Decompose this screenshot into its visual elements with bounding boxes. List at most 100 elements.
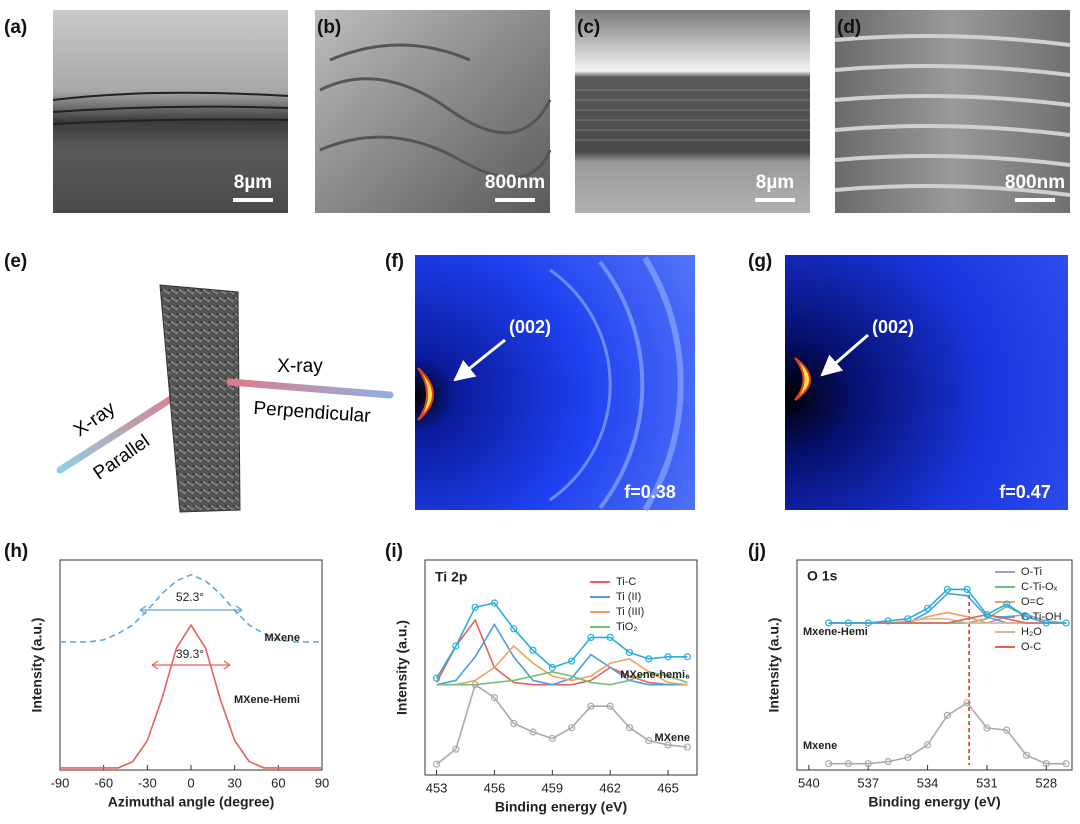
data-point bbox=[904, 615, 912, 623]
order-factor: f=0.47 bbox=[999, 482, 1051, 502]
data-point bbox=[625, 724, 634, 732]
series-label: MXene bbox=[655, 732, 690, 744]
data-point bbox=[568, 724, 576, 732]
x-tick-label: 534 bbox=[917, 775, 939, 790]
scale-bar-label: 800nm bbox=[1005, 172, 1065, 193]
diffraction-spot bbox=[794, 357, 811, 401]
order-factor: f=0.38 bbox=[624, 482, 676, 502]
series-label: Mxene-Hemi bbox=[803, 626, 868, 638]
sem-image bbox=[575, 10, 810, 213]
data-point bbox=[825, 619, 833, 627]
series-label: Mxene bbox=[803, 740, 837, 752]
x-tick-label: 90 bbox=[315, 775, 329, 790]
panel-label: (a) bbox=[4, 17, 27, 38]
scale-bar-label: 8µm bbox=[234, 172, 272, 193]
panel-label: (h) bbox=[4, 541, 28, 562]
x-axis-label: Binding energy (eV) bbox=[868, 794, 1000, 810]
data-point bbox=[452, 642, 460, 650]
data-point bbox=[452, 745, 460, 753]
x-tick-label: -60 bbox=[94, 775, 113, 790]
data-point bbox=[587, 633, 595, 642]
data-point bbox=[1042, 760, 1050, 768]
annotation: 39.3° bbox=[176, 647, 204, 661]
sem-layers bbox=[834, 34, 1071, 197]
data-point bbox=[844, 760, 853, 768]
plot-frame bbox=[796, 559, 1073, 771]
annotation: 52.3° bbox=[176, 590, 204, 604]
diffraction-spot bbox=[417, 367, 434, 421]
data-point bbox=[1022, 751, 1031, 759]
x-tick-label: 537 bbox=[857, 775, 879, 790]
sem-layers bbox=[575, 89, 810, 141]
sem-layers bbox=[52, 91, 289, 125]
legend-label: C-Ti-Oₓ bbox=[1021, 581, 1058, 593]
legend-label: Ti (II) bbox=[616, 591, 641, 603]
xray-beam bbox=[226, 378, 394, 399]
x-tick-label: 462 bbox=[599, 780, 621, 795]
data-point bbox=[983, 610, 991, 619]
data-point bbox=[432, 674, 441, 682]
legend-label: Ti (III) bbox=[616, 606, 644, 618]
data-point bbox=[1042, 619, 1050, 627]
data-point bbox=[490, 599, 499, 607]
data-point bbox=[471, 603, 479, 611]
width-arrow bbox=[151, 660, 231, 670]
diffraction-rings bbox=[549, 256, 684, 512]
data-point bbox=[664, 741, 672, 749]
data-point bbox=[884, 757, 892, 766]
legend-label: TiO₂ bbox=[616, 621, 638, 633]
series-line bbox=[436, 644, 688, 686]
scale-bar bbox=[755, 198, 795, 202]
x-tick-label: 540 bbox=[798, 775, 820, 790]
data-point bbox=[625, 648, 634, 657]
data-point bbox=[664, 653, 672, 661]
series-label: MXene-hemi₆ bbox=[620, 669, 690, 681]
data-point bbox=[432, 760, 441, 768]
beam-label: X-ray bbox=[277, 356, 323, 377]
annotation: Ti 2p bbox=[435, 569, 467, 585]
data-point bbox=[1003, 726, 1011, 734]
data-point bbox=[923, 604, 932, 612]
beam-label: Perpendicular bbox=[253, 398, 372, 427]
x-tick-label: 453 bbox=[426, 780, 448, 795]
data-point bbox=[923, 741, 932, 749]
scale-bar bbox=[233, 198, 273, 202]
panel-label: (i) bbox=[385, 541, 403, 562]
arrow bbox=[453, 338, 506, 382]
beam-label: Parallel bbox=[90, 431, 154, 485]
xray-beam bbox=[56, 386, 189, 474]
x-tick-label: 531 bbox=[976, 775, 998, 790]
data-point bbox=[606, 633, 614, 642]
x-tick-label: -90 bbox=[51, 775, 70, 790]
x-tick-label: 465 bbox=[657, 780, 679, 795]
x-tick-label: 459 bbox=[541, 780, 563, 795]
data-point bbox=[1022, 613, 1031, 621]
data-point bbox=[904, 753, 912, 762]
x-axis-label: Binding energy (eV) bbox=[495, 799, 627, 815]
data-point bbox=[510, 625, 518, 633]
data-point bbox=[1003, 600, 1011, 608]
sem-panels bbox=[52, 10, 1071, 213]
legend-label: O-C bbox=[1021, 641, 1041, 653]
series-label: MXene-Hemi bbox=[234, 694, 300, 706]
sem-image bbox=[835, 10, 1070, 213]
legend-label: C-Ti-OH bbox=[1021, 611, 1062, 623]
y-axis-label: Intensity (a.u.) bbox=[394, 620, 410, 715]
series-line bbox=[435, 602, 688, 679]
panel-label: (b) bbox=[317, 17, 341, 38]
data-point bbox=[864, 619, 872, 627]
x-axis-label: Azimuthal angle (degree) bbox=[108, 794, 274, 810]
plot-frame bbox=[424, 559, 698, 776]
data-point bbox=[825, 760, 833, 768]
data-point bbox=[884, 617, 892, 625]
x-tick-label: 0 bbox=[187, 775, 194, 790]
data-point bbox=[645, 736, 653, 745]
legend-label: Ti-C bbox=[616, 576, 636, 588]
data-point bbox=[510, 719, 518, 728]
data-point bbox=[529, 646, 537, 654]
panel-label: (e) bbox=[4, 251, 27, 272]
x-tick-label: 456 bbox=[484, 780, 506, 795]
series-line bbox=[60, 623, 322, 769]
panel-label: (j) bbox=[748, 541, 766, 562]
series-line bbox=[60, 573, 322, 643]
